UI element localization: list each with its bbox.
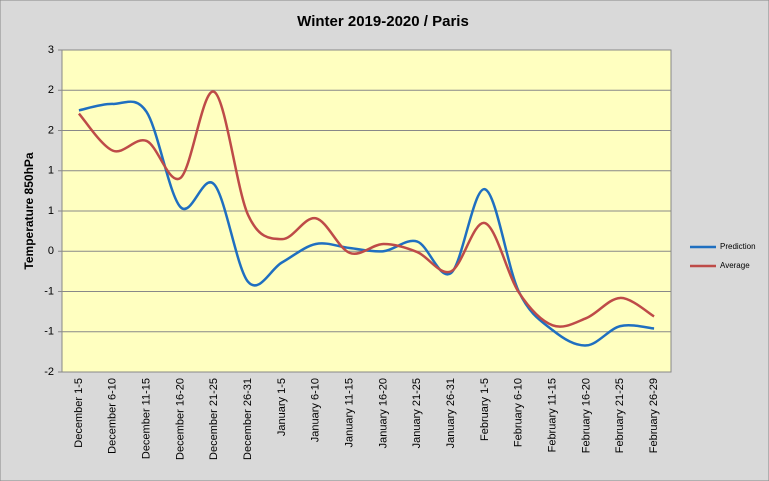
y-tick-label: 1: [48, 205, 54, 217]
series-line: [77, 90, 655, 328]
chart-title: Winter 2019-2020 / Paris: [297, 13, 469, 30]
x-tick-label: February 16-20: [580, 378, 592, 453]
x-tick-label: January 11-15: [343, 378, 355, 448]
x-tick-label: January 16-20: [377, 378, 389, 448]
x-tick-label: December 6-10: [107, 378, 119, 454]
x-tick-label: February 11-15: [546, 378, 558, 452]
y-tick-label: 3: [48, 44, 54, 56]
x-tick-label: December 26-31: [242, 378, 254, 460]
y-tick-label: 2: [48, 124, 54, 136]
legend-label: Prediction: [720, 242, 756, 251]
x-tick-label: January 21-25: [411, 378, 423, 448]
y-tick-label: 1: [48, 165, 54, 177]
x-tick-label: December 21-25: [208, 378, 220, 460]
x-tick-label: December 16-20: [174, 378, 186, 460]
x-tick-label: January 6-10: [310, 378, 322, 442]
x-tick-label: February 1-5: [479, 378, 491, 441]
x-tick-label: February 26-29: [648, 378, 660, 453]
x-tick-label: February 6-10: [513, 378, 525, 447]
x-tick-label: December 1-5: [73, 378, 85, 448]
x-tick-label: February 21-25: [614, 378, 626, 453]
x-tick-label: December 11-15: [140, 378, 152, 459]
y-axis-label: Temperature 850hPa: [22, 152, 36, 269]
y-tick-label: -1: [44, 285, 54, 297]
y-tick-label: -2: [44, 366, 54, 378]
x-tick-label: January 1-5: [276, 378, 288, 436]
legend-label: Average: [720, 261, 750, 270]
x-tick-label: January 26-31: [445, 378, 457, 448]
y-tick-label: -1: [44, 326, 54, 338]
y-tick-label: 2: [48, 84, 54, 96]
y-tick-label: 0: [48, 245, 54, 257]
